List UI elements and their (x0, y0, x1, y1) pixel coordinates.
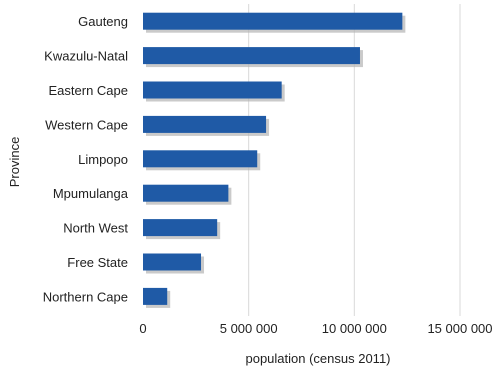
x-tick-label: 0 (139, 321, 146, 336)
x-tick-label: 15 000 000 (427, 321, 492, 336)
bar (143, 253, 202, 271)
category-label: Eastern Cape (49, 83, 129, 98)
y-axis-title: Province (7, 137, 22, 188)
bar (143, 81, 282, 99)
bars (143, 12, 406, 308)
x-tick-label: 5 000 000 (220, 321, 278, 336)
category-label: Northern Cape (43, 289, 128, 304)
bar (143, 150, 258, 168)
bar (143, 47, 360, 65)
x-axis-title: population (census 2011) (245, 351, 390, 366)
x-tick-label: 10 000 000 (322, 321, 387, 336)
category-label: Kwazulu-Natal (44, 49, 128, 64)
category-label: Limpopo (78, 152, 128, 167)
category-labels: Gauteng Kwazulu-Natal Eastern Cape Western … (43, 14, 129, 304)
bar (143, 115, 267, 133)
category-label: Free State (67, 255, 128, 270)
bar (143, 219, 218, 237)
bar (143, 184, 229, 202)
bar (143, 287, 168, 305)
category-label: Gauteng (78, 14, 128, 29)
x-tick-labels: 0 5 000 000 10 000 000 15 000 000 (139, 321, 492, 336)
category-label: Western Cape (45, 117, 128, 132)
category-label: North West (63, 221, 128, 236)
bar (143, 12, 403, 30)
category-label: Mpumulanga (53, 186, 129, 201)
